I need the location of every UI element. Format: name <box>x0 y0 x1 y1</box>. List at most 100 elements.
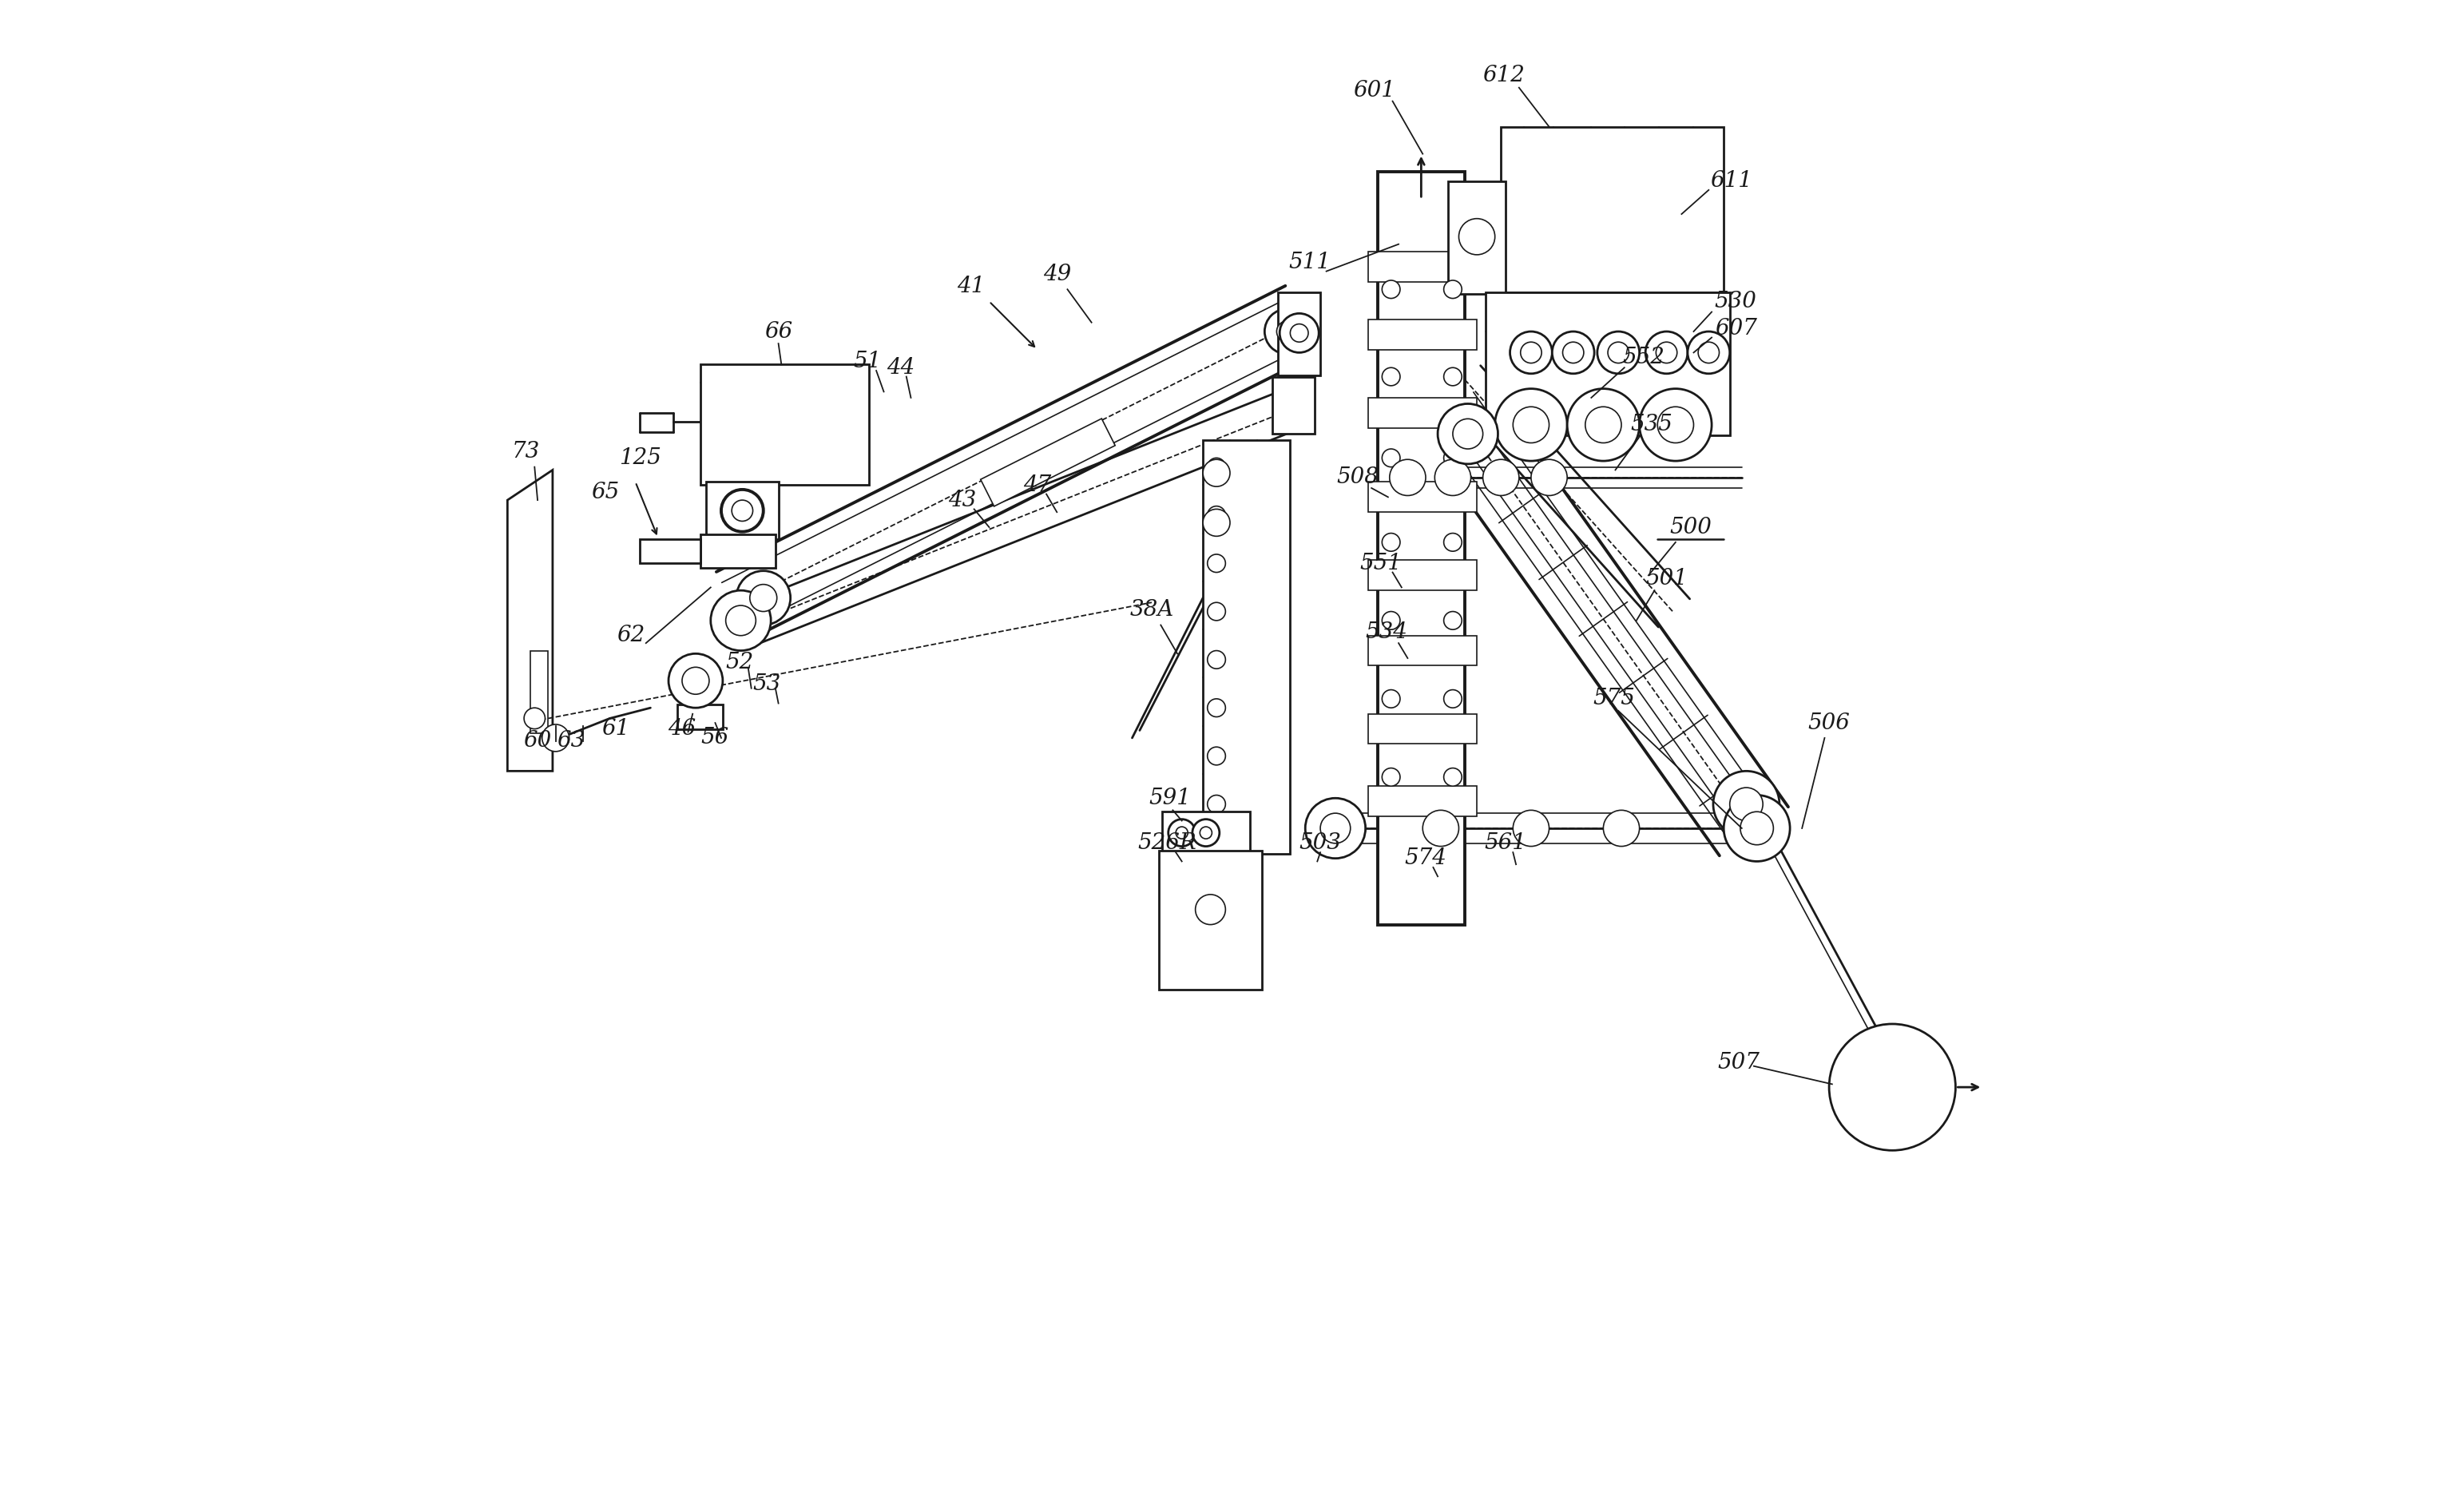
Circle shape <box>1208 458 1225 476</box>
Circle shape <box>1208 650 1225 668</box>
Circle shape <box>1530 460 1567 496</box>
Circle shape <box>1729 788 1764 821</box>
Text: 530: 530 <box>1715 290 1756 311</box>
Circle shape <box>1196 895 1225 925</box>
Circle shape <box>1444 280 1461 298</box>
Circle shape <box>1203 460 1230 487</box>
Circle shape <box>1390 460 1427 496</box>
Bar <box>1368 635 1476 665</box>
Circle shape <box>1459 219 1496 254</box>
Text: 61: 61 <box>603 718 630 739</box>
Circle shape <box>1383 449 1400 467</box>
Circle shape <box>1444 611 1461 629</box>
Text: 508: 508 <box>1336 467 1380 488</box>
Bar <box>1368 714 1476 744</box>
Circle shape <box>1638 389 1712 461</box>
Bar <box>1368 561 1476 590</box>
Text: 41: 41 <box>957 275 984 298</box>
Text: 511: 511 <box>1289 251 1331 274</box>
Bar <box>1161 812 1250 854</box>
Circle shape <box>1520 342 1542 363</box>
Bar <box>1368 482 1476 513</box>
Circle shape <box>736 572 790 624</box>
Circle shape <box>1193 820 1220 847</box>
Circle shape <box>1383 280 1400 298</box>
Text: 66: 66 <box>765 321 792 342</box>
Circle shape <box>1712 771 1779 838</box>
Circle shape <box>1434 460 1471 496</box>
Circle shape <box>1454 419 1483 449</box>
Circle shape <box>1208 699 1225 717</box>
Circle shape <box>1496 389 1567 461</box>
Circle shape <box>726 605 755 635</box>
Text: 73: 73 <box>512 442 539 463</box>
Circle shape <box>1584 407 1621 443</box>
Text: 506: 506 <box>1808 712 1850 733</box>
Circle shape <box>1739 812 1774 845</box>
Text: 500: 500 <box>1670 517 1712 538</box>
Text: 53: 53 <box>753 673 780 694</box>
Circle shape <box>1383 367 1400 386</box>
Text: 591: 591 <box>1149 788 1191 809</box>
Text: 535: 535 <box>1631 414 1673 435</box>
Text: 65: 65 <box>590 482 620 503</box>
Text: 52: 52 <box>726 652 753 673</box>
Bar <box>701 535 775 569</box>
Circle shape <box>804 442 827 463</box>
Circle shape <box>1279 313 1319 352</box>
Text: 44: 44 <box>886 357 915 378</box>
Bar <box>677 705 723 729</box>
Circle shape <box>1510 331 1552 373</box>
Circle shape <box>804 387 827 408</box>
Text: 612: 612 <box>1483 65 1525 86</box>
Circle shape <box>524 708 546 729</box>
Text: 561: 561 <box>1483 833 1528 854</box>
Circle shape <box>1656 342 1678 363</box>
Circle shape <box>1724 795 1791 862</box>
Text: 63: 63 <box>556 730 585 751</box>
Circle shape <box>669 653 723 708</box>
Circle shape <box>1697 342 1720 363</box>
Circle shape <box>1646 331 1688 373</box>
Circle shape <box>711 590 770 650</box>
Circle shape <box>1208 555 1225 573</box>
Circle shape <box>1321 813 1351 844</box>
Circle shape <box>1208 602 1225 620</box>
Bar <box>1378 172 1464 925</box>
Bar <box>1272 376 1314 434</box>
Circle shape <box>1444 534 1461 552</box>
Text: 56: 56 <box>701 727 728 748</box>
Circle shape <box>1513 407 1550 443</box>
Circle shape <box>1200 827 1213 839</box>
Text: 575: 575 <box>1592 688 1636 709</box>
Circle shape <box>1208 795 1225 813</box>
Circle shape <box>1609 342 1629 363</box>
Circle shape <box>731 500 753 522</box>
Circle shape <box>541 724 568 751</box>
Circle shape <box>1383 689 1400 708</box>
Text: 43: 43 <box>947 490 977 511</box>
Text: 46: 46 <box>669 718 696 739</box>
Text: 552: 552 <box>1624 346 1665 367</box>
Circle shape <box>1289 324 1309 342</box>
Polygon shape <box>507 470 554 771</box>
Circle shape <box>681 667 708 694</box>
Circle shape <box>1203 510 1230 537</box>
Bar <box>706 482 777 540</box>
Circle shape <box>1383 534 1400 552</box>
Bar <box>529 650 549 733</box>
Circle shape <box>1513 810 1550 847</box>
Circle shape <box>1597 331 1638 373</box>
Circle shape <box>1422 810 1459 847</box>
Circle shape <box>1208 747 1225 765</box>
Text: 551: 551 <box>1360 552 1402 575</box>
Bar <box>1449 181 1506 293</box>
Text: 47: 47 <box>1023 475 1050 496</box>
Bar <box>701 364 868 485</box>
Text: 501: 501 <box>1646 567 1688 590</box>
Text: 526R: 526R <box>1137 833 1196 854</box>
Text: 601: 601 <box>1353 80 1395 101</box>
Text: 125: 125 <box>620 448 662 469</box>
Circle shape <box>1168 820 1196 847</box>
Circle shape <box>1383 611 1400 629</box>
